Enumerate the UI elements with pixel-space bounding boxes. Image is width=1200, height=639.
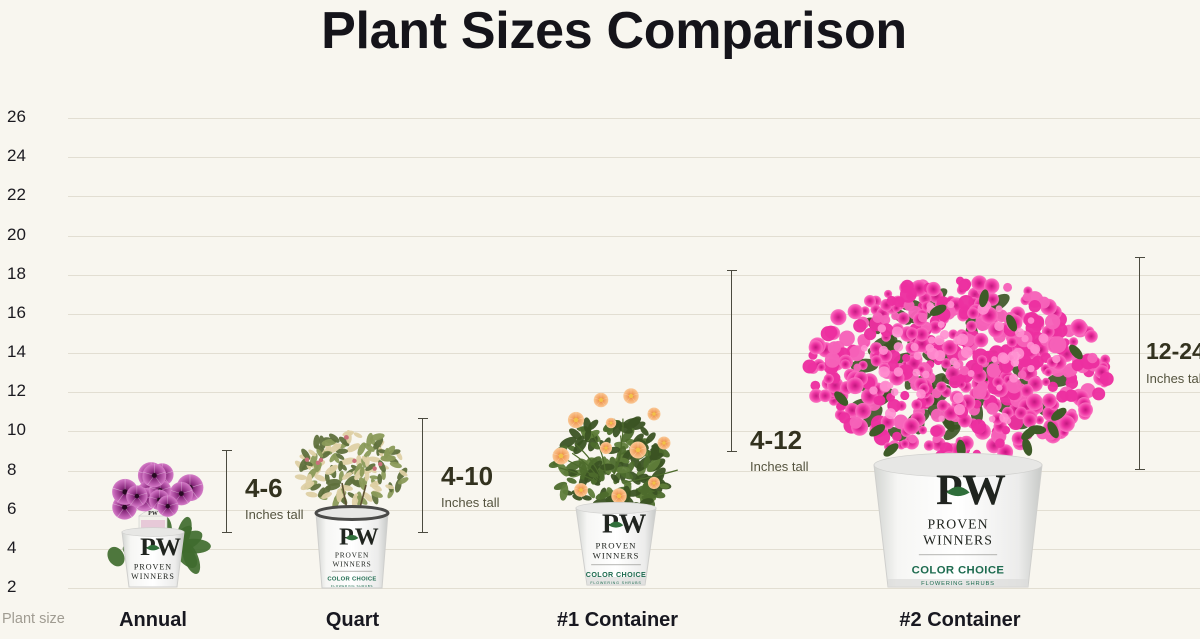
svg-text:COLOR CHOICE: COLOR CHOICE <box>327 576 376 582</box>
svg-text:WINNERS: WINNERS <box>923 533 993 548</box>
svg-text:COLOR CHOICE: COLOR CHOICE <box>586 571 646 579</box>
svg-text:FLOWERING SHRUBS: FLOWERING SHRUBS <box>331 584 373 588</box>
svg-text:WINNERS: WINNERS <box>131 572 175 581</box>
svg-text:PROVEN: PROVEN <box>134 563 172 572</box>
svg-text:W: W <box>355 525 379 551</box>
svg-text:W: W <box>156 532 182 561</box>
svg-text:FLOWERING SHRUBS: FLOWERING SHRUBS <box>921 581 995 587</box>
svg-text:W: W <box>962 466 1006 514</box>
svg-text:WINNERS: WINNERS <box>332 560 371 569</box>
svg-text:PROVEN: PROVEN <box>335 550 369 559</box>
svg-text:PW: PW <box>148 511 158 517</box>
svg-text:W: W <box>619 508 647 539</box>
svg-text:PROVEN: PROVEN <box>596 540 637 550</box>
svg-text:PROVEN: PROVEN <box>927 517 988 532</box>
svg-text:COLOR CHOICE: COLOR CHOICE <box>912 565 1005 577</box>
svg-text:FLOWERING SHRUBS: FLOWERING SHRUBS <box>590 581 641 585</box>
svg-text:WINNERS: WINNERS <box>593 550 640 560</box>
